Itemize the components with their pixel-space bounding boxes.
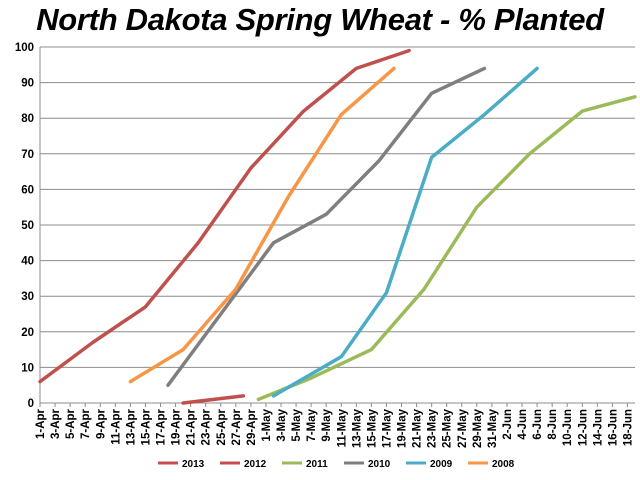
series-line-2010 [166, 66, 487, 387]
series-line-2012 [181, 394, 246, 405]
x-tick-label: 4-Jun [517, 409, 529, 440]
x-tick-label: 3-Apr [50, 408, 62, 439]
y-tick-label: 40 [21, 256, 34, 268]
x-tick-label: 17-Apr [156, 408, 168, 445]
y-tick-label: 50 [21, 220, 34, 232]
x-tick-label: 18-Jun [622, 409, 634, 446]
x-tick-label: 13-May [351, 408, 363, 448]
y-tick-label: 60 [21, 184, 34, 196]
x-tick-label: 31-May [487, 408, 499, 448]
x-tick-label: 1-May [261, 408, 273, 441]
y-tick-label: 80 [21, 113, 34, 125]
legend-label-2010: 2010 [368, 459, 391, 470]
chart-title: North Dakota Spring Wheat - % Planted [36, 2, 604, 37]
y-tick-label: 30 [21, 291, 34, 303]
series-line-2013 [38, 48, 411, 384]
x-tick-label: 21-May [412, 408, 424, 448]
legend: 2013 2012 2011 2010 2009 2008 [158, 459, 515, 470]
y-tick-label: 20 [21, 327, 34, 339]
x-tick-label: 6-Jun [532, 409, 544, 440]
x-tick-label: 3-May [276, 408, 288, 441]
x-tick-label: 23-May [427, 408, 439, 448]
x-tick-label: 5-Apr [65, 408, 77, 439]
x-tick-label: 27-Apr [231, 408, 243, 445]
x-tick-label: 19-May [397, 408, 409, 448]
x-tick-label: 9-May [321, 408, 333, 441]
x-tick-label: 16-Jun [607, 409, 619, 446]
x-tick-label: 7-Apr [80, 408, 92, 439]
x-tick-label: 1-Apr [35, 408, 47, 439]
x-tick-label: 25-May [442, 408, 454, 448]
legend-label-2008: 2008 [492, 459, 515, 470]
x-tick-label: 11-Apr [110, 408, 122, 444]
axes: 0 10 20 30 40 50 60 70 80 90 100 1-Apr 3-Apr 5-Apr 7-A… [15, 42, 635, 448]
x-tick-label: 2-Jun [502, 409, 514, 440]
series-line-2011 [256, 95, 637, 402]
x-tick-label: 19-Apr [171, 408, 183, 445]
x-tick-label: 29-Apr [246, 408, 258, 445]
y-tick-label: 10 [21, 362, 34, 374]
x-tick-label: 14-Jun [592, 409, 604, 446]
legend-label-2011: 2011 [306, 459, 328, 470]
legend-label-2013: 2013 [182, 459, 205, 470]
x-tick-label: 15-May [366, 408, 378, 448]
x-tick-label: 29-May [472, 408, 484, 448]
x-tick-label: 9-Apr [95, 408, 107, 439]
series-line-2009 [271, 66, 539, 398]
x-tick-label: 5-May [291, 408, 303, 441]
x-tick-label: 11-May [336, 408, 348, 447]
x-tick-label: 25-Apr [216, 408, 228, 445]
x-tick-label: 12-Jun [577, 409, 589, 446]
y-tick-label: 0 [28, 398, 34, 410]
y-tick-label: 100 [15, 42, 34, 54]
x-tick-label: 15-Apr [140, 408, 152, 445]
x-tick-label: 7-May [306, 408, 318, 441]
series-lines [38, 48, 637, 405]
gridlines [40, 46, 635, 368]
x-tick-label: 8-Jun [547, 409, 559, 440]
x-tick-label: 13-Apr [125, 408, 137, 445]
x-tick-label: 21-Apr [186, 408, 198, 445]
x-tick-label: 17-May [381, 408, 393, 448]
legend-label-2009: 2009 [430, 459, 453, 470]
legend-label-2012: 2012 [244, 459, 267, 470]
x-tick-label: 10-Jun [562, 409, 574, 446]
y-tick-label: 90 [21, 78, 34, 90]
x-tick-label: 23-Apr [201, 408, 213, 445]
series-line-2008 [128, 66, 396, 384]
y-tick-label: 70 [21, 149, 34, 161]
x-tick-label: 27-May [457, 408, 469, 448]
